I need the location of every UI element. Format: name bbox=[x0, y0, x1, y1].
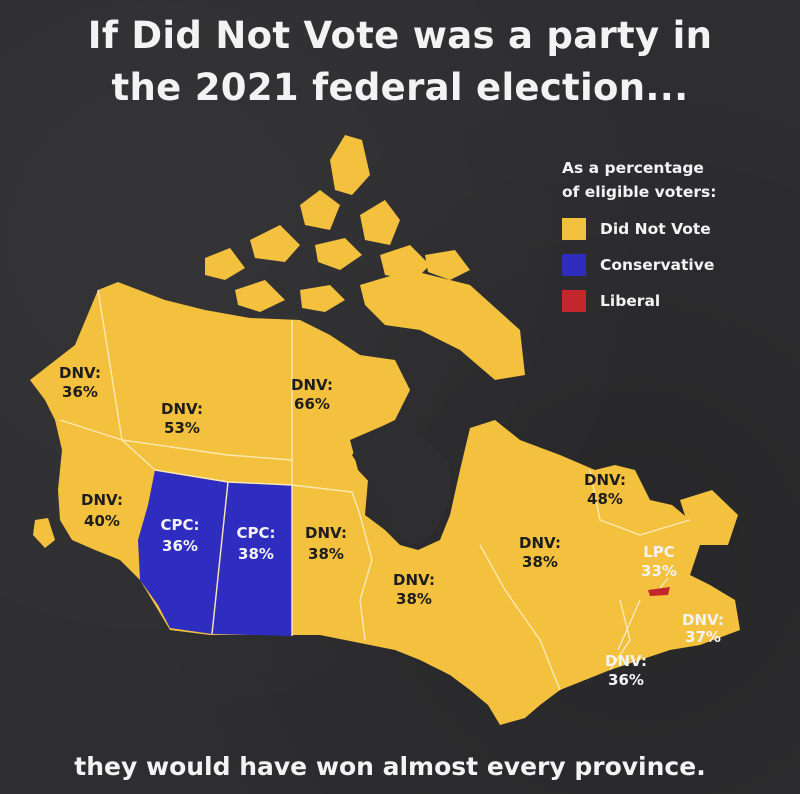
saskatchewan-fill bbox=[212, 482, 292, 636]
nwt-label: DNV: 53% bbox=[161, 400, 203, 437]
borders bbox=[59, 289, 691, 691]
pei-label: LPC 33% bbox=[641, 543, 677, 580]
legend-item-dnv: Did Not Vote bbox=[562, 218, 752, 240]
legend: As a percentage of eligible voters: Did … bbox=[562, 156, 752, 312]
legend-label-cpc: Conservative bbox=[600, 256, 715, 274]
newfoundland-island bbox=[680, 490, 738, 545]
legend-title-1: As a percentage bbox=[562, 159, 704, 177]
title-line-1: If Did Not Vote was a party in bbox=[87, 14, 713, 57]
legend-swatch-lpc bbox=[562, 290, 586, 312]
bc-label: DNV: 40% bbox=[81, 491, 123, 530]
ontario-label: DNV: 38% bbox=[393, 571, 435, 608]
legend-title-2: of eligible voters: bbox=[562, 183, 717, 201]
title-line-2: the 2021 federal election... bbox=[111, 66, 689, 109]
arctic-islands bbox=[205, 135, 525, 380]
region-labels: DNV: 36% DNV: 53% DNV: 66% DNV: 40% CPC: 36% … bbox=[59, 364, 724, 689]
footer-caption: they would have won almost every provinc… bbox=[74, 752, 706, 781]
legend-item-cpc: Conservative bbox=[562, 254, 752, 276]
nova-scotia-label: DNV: 37% bbox=[682, 611, 724, 646]
new-brunswick-label: DNV: 36% bbox=[605, 652, 647, 689]
pei-fill bbox=[648, 587, 670, 596]
vancouver-island bbox=[33, 518, 55, 548]
leader-lines bbox=[617, 577, 669, 651]
hudson-bay bbox=[350, 425, 452, 545]
manitoba-label: DNV: 38% bbox=[305, 524, 347, 563]
yukon-label: DNV: 36% bbox=[59, 364, 101, 401]
legend-swatch-dnv bbox=[562, 218, 586, 240]
legend-label-dnv: Did Not Vote bbox=[600, 220, 711, 238]
alberta-label: CPC: 36% bbox=[160, 516, 199, 555]
legend-swatch-cpc bbox=[562, 254, 586, 276]
quebec-label: DNV: 38% bbox=[519, 534, 561, 571]
legend-label-lpc: Liberal bbox=[600, 292, 661, 310]
newfoundland-label: DNV: 48% bbox=[584, 471, 626, 508]
alberta-fill bbox=[138, 470, 228, 634]
saskatchewan-label: CPC: 38% bbox=[236, 524, 275, 563]
map-title: If Did Not Vote was a party in the 2021 … bbox=[0, 10, 800, 114]
legend-item-lpc: Liberal bbox=[562, 290, 752, 312]
nunavut-label: DNV: 66% bbox=[291, 376, 333, 413]
